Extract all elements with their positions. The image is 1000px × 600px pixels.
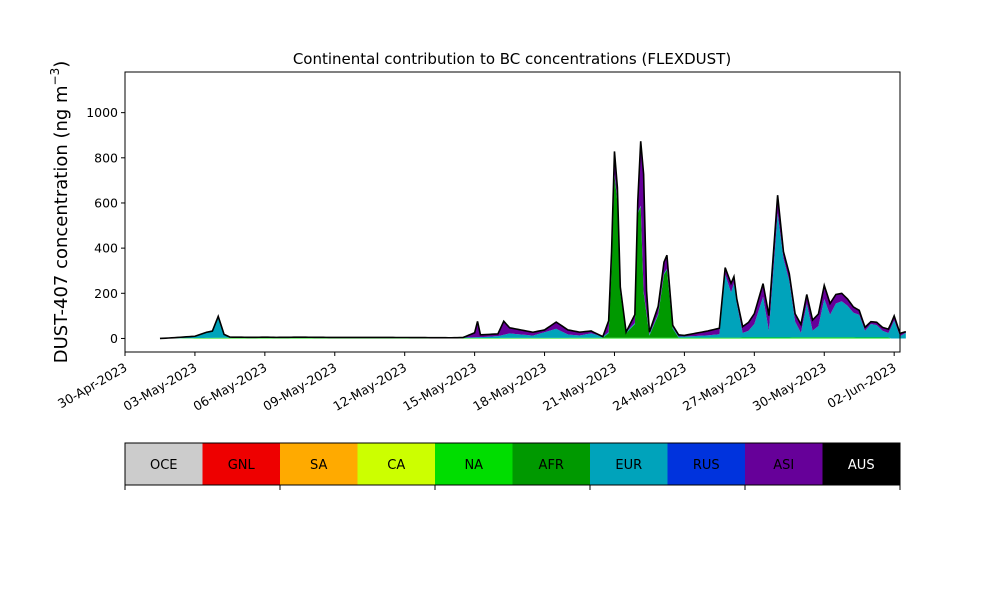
y-axis-label-superscript: −3 — [48, 68, 62, 86]
y-tick-label: 0 — [110, 331, 118, 346]
chart-title: Continental contribution to BC concentra… — [293, 50, 731, 68]
y-tick-label: 200 — [94, 286, 118, 301]
legend-label-oce: OCE — [150, 458, 178, 473]
plot-frame — [124, 71, 901, 353]
x-tick-label: 21-May-2023 — [540, 360, 619, 414]
legend-swatch-gnl — [202, 443, 281, 485]
y-axis: 0 200 400 600 800 1000 — [86, 105, 125, 346]
y-axis-label-close: ) — [51, 61, 72, 68]
x-tick-label: 18-May-2023 — [470, 360, 549, 414]
x-tick-label: 15-May-2023 — [400, 360, 479, 414]
total-outline — [159, 141, 907, 340]
x-tick-label: 02-Jun-2023 — [825, 360, 899, 411]
y-tick-label: 600 — [94, 195, 118, 210]
x-tick-label: 09-May-2023 — [260, 360, 339, 414]
legend-label-sa: SA — [310, 458, 327, 473]
legend-swatch-sa — [280, 443, 358, 485]
legend-label-afr: AFR — [539, 458, 564, 473]
legend-border — [124, 442, 901, 486]
legend-swatch-oce — [125, 443, 203, 485]
legend-label-eur: EUR — [615, 458, 642, 473]
legend-swatch-ca — [357, 443, 436, 485]
legend-swatch-afr — [512, 443, 591, 485]
area-eur — [159, 174, 906, 339]
y-tick-label: 400 — [94, 241, 118, 256]
y-tick-label: 800 — [94, 150, 118, 165]
legend-swatch-asi — [745, 443, 823, 485]
legend-label-na: NA — [464, 458, 483, 473]
legend-label-gnl: GNL — [228, 458, 256, 473]
x-tick-label: 03-May-2023 — [121, 360, 200, 414]
legend-label-asi: ASI — [773, 458, 794, 473]
legend-label-ca: CA — [387, 458, 405, 473]
stacked-area-layers — [159, 141, 907, 340]
x-tick-label: 24-May-2023 — [610, 360, 689, 414]
legend-swatch-rus — [667, 443, 746, 485]
x-tick-label: 27-May-2023 — [680, 360, 759, 414]
legend-swatch-eur — [590, 443, 668, 485]
y-axis-label-main: DUST-407 concentration (ng m — [51, 85, 72, 363]
legend-label-aus: AUS — [848, 458, 875, 473]
x-tick-label: 12-May-2023 — [330, 360, 409, 414]
y-axis-label: DUST-407 concentration (ng m−3) — [48, 61, 72, 364]
legend-swatch-na — [435, 443, 513, 485]
x-tick-label: 30-Apr-2023 — [55, 360, 129, 412]
legend-label-rus: RUS — [693, 458, 720, 473]
plot-border — [124, 71, 901, 353]
y-tick-label: 1000 — [86, 105, 118, 120]
x-tick-label: 30-May-2023 — [750, 360, 829, 414]
legend-swatch-aus — [822, 443, 901, 485]
x-tick-label: 06-May-2023 — [191, 360, 270, 414]
x-axis: 30-Apr-202303-May-202306-May-202309-May-… — [55, 352, 899, 414]
legend-colorbar: OCE GNL SA CA NA AFR EUR RUS ASI AUS — [124, 442, 901, 490]
